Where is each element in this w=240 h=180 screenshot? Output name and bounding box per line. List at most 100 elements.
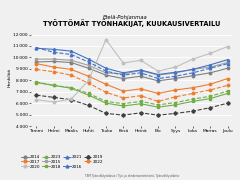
2014	[157, 80, 160, 82]
2020	[226, 45, 229, 48]
2020	[157, 70, 160, 72]
2017	[209, 83, 212, 85]
Legend: 2014, 2017, 2020, 2023, 2015, 2018, 2021, , 2016, 2019, 2022, : 2014, 2017, 2020, 2023, 2015, 2018, 2021…	[21, 155, 103, 168]
2017	[139, 88, 142, 90]
2020	[70, 98, 73, 100]
2014	[87, 67, 90, 69]
2017	[226, 77, 229, 80]
2018	[122, 105, 125, 107]
2014	[35, 61, 38, 63]
2014	[52, 60, 55, 62]
2018	[174, 104, 177, 106]
2016	[174, 71, 177, 73]
2015	[35, 58, 38, 60]
2019	[87, 104, 90, 107]
2023	[122, 103, 125, 105]
2023	[191, 98, 194, 100]
2020	[122, 62, 125, 64]
2022	[52, 71, 55, 73]
2016	[209, 64, 212, 66]
2014	[104, 74, 107, 76]
2021	[174, 75, 177, 77]
2015	[70, 59, 73, 61]
2018	[139, 103, 142, 105]
2022	[209, 89, 212, 91]
2020	[35, 99, 38, 101]
2018	[226, 92, 229, 94]
2023	[87, 92, 90, 94]
2020	[209, 52, 212, 55]
2016	[226, 59, 229, 61]
2023	[209, 95, 212, 97]
2018	[70, 87, 73, 89]
2022	[122, 97, 125, 99]
2021	[70, 53, 73, 56]
Line: 2022: 2022	[35, 68, 229, 103]
Line: 2017: 2017	[35, 62, 229, 95]
2016	[191, 68, 194, 71]
2018	[191, 100, 194, 102]
2015	[122, 73, 125, 75]
2016	[122, 72, 125, 74]
Line: 2019: 2019	[35, 94, 229, 116]
2019	[209, 107, 212, 109]
2017	[52, 66, 55, 68]
2021	[209, 67, 212, 69]
2016	[70, 50, 73, 52]
Line: 2020: 2020	[35, 38, 229, 103]
2016	[52, 48, 55, 50]
2016	[104, 67, 107, 69]
2023	[104, 100, 107, 102]
2022	[87, 82, 90, 84]
2014	[226, 67, 229, 69]
2014	[122, 77, 125, 80]
2019	[174, 112, 177, 114]
2019	[122, 114, 125, 116]
2020	[52, 101, 55, 103]
2021	[104, 70, 107, 72]
2021	[226, 63, 229, 65]
2021	[122, 74, 125, 76]
2014	[191, 75, 194, 77]
Line: 2014: 2014	[35, 60, 229, 82]
2023	[35, 81, 38, 83]
2021	[52, 51, 55, 53]
Line: 2015: 2015	[35, 58, 229, 76]
2022	[174, 96, 177, 98]
Text: Etelä-Pohjanmaa: Etelä-Pohjanmaa	[102, 15, 147, 20]
2016	[139, 69, 142, 71]
2015	[139, 69, 142, 72]
2014	[139, 75, 142, 77]
2023	[174, 102, 177, 104]
2016	[157, 73, 160, 76]
2019	[191, 110, 194, 112]
2023	[52, 84, 55, 86]
2016	[87, 58, 90, 60]
2022	[70, 74, 73, 76]
Y-axis label: Henkilöä: Henkilöä	[8, 68, 12, 87]
2017	[70, 68, 73, 71]
2020	[191, 58, 194, 60]
2019	[70, 99, 73, 101]
2019	[157, 114, 160, 116]
2014	[174, 77, 177, 80]
2018	[104, 102, 107, 104]
2015	[209, 66, 212, 68]
2020	[139, 59, 142, 61]
2014	[209, 72, 212, 74]
2023	[226, 90, 229, 92]
2022	[157, 100, 160, 102]
2018	[87, 94, 90, 96]
2017	[174, 89, 177, 91]
2022	[35, 68, 38, 71]
2014	[70, 61, 73, 64]
2017	[104, 83, 107, 85]
2022	[139, 95, 142, 97]
2022	[104, 91, 107, 93]
2018	[35, 82, 38, 84]
2016	[35, 47, 38, 49]
2018	[52, 84, 55, 86]
Text: TEM Työnvälitystilasto / Työ- ja elinkeinoministeriö, Työnvälitystilasto: TEM Työnvälitystilasto / Työ- ja elinkei…	[85, 174, 179, 178]
2015	[174, 72, 177, 74]
2023	[70, 87, 73, 89]
